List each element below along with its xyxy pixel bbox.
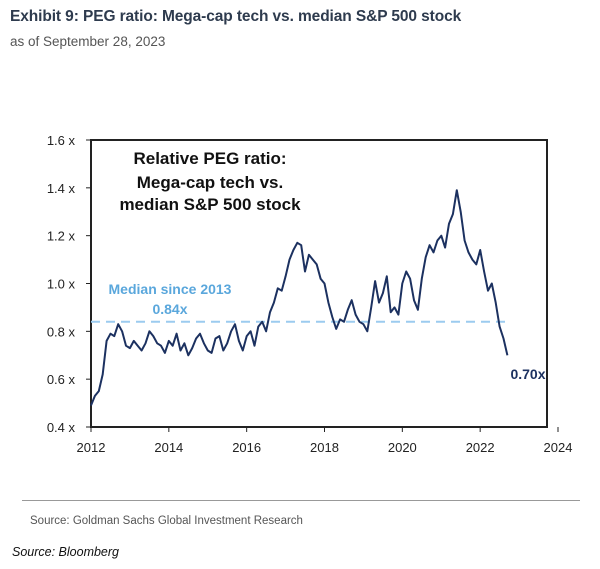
chart-title-line-3: median S&P 500 stock [119,195,301,214]
plot-area-frame [90,139,548,428]
chart-title-line-2: Mega-cap tech vs. [137,173,283,192]
median-label: Median since 2013 [109,281,232,297]
exhibit-subtitle: as of September 28, 2023 [10,34,166,49]
chart-title-line-1: Relative PEG ratio: [133,149,286,168]
x-tick-label: 2016 [232,440,261,455]
exhibit-title: Exhibit 9: PEG ratio: Mega-cap tech vs. … [10,8,462,25]
source-note-secondary: Source: Bloomberg [12,545,120,559]
y-tick-label: 1.0 x [47,277,76,292]
x-tick-label: 2022 [466,440,495,455]
x-tick-label: 2012 [77,440,106,455]
y-tick-label: 1.2 x [47,229,76,244]
series-line-relative-peg [90,189,509,406]
x-tick-label: 2024 [544,440,573,455]
y-tick-label: 1.4 x [47,181,76,196]
x-tick-label: 2018 [310,440,339,455]
y-tick-label: 0.4 x [47,420,76,435]
y-tick-label: 1.6 x [47,133,76,148]
latest-value-label: 0.70x [510,366,545,382]
source-note: Source: Goldman Sachs Global Investment … [30,515,303,527]
median-value-label: 0.84x [152,301,187,317]
x-tick-label: 2020 [388,440,417,455]
y-tick-label: 0.6 x [47,372,76,387]
y-tick-label: 0.8 x [47,324,76,339]
footer-divider [22,500,580,501]
x-tick-label: 2014 [154,440,183,455]
